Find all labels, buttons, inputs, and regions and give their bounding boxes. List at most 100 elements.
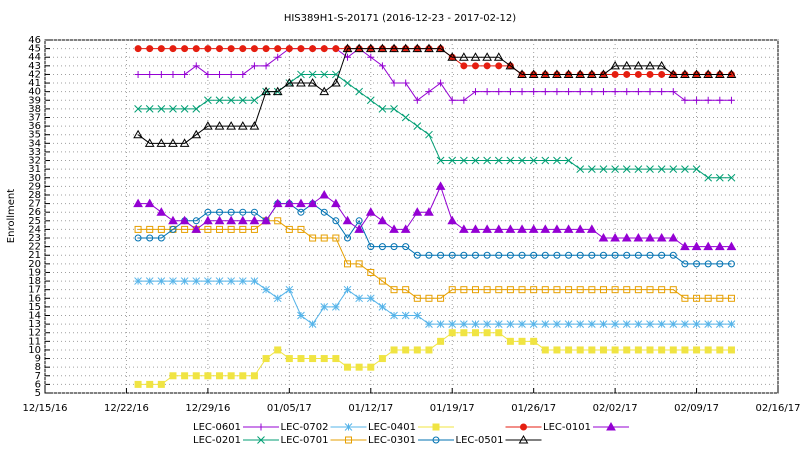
marker <box>565 251 573 259</box>
marker <box>344 53 352 61</box>
marker <box>564 156 573 165</box>
y-tick-label: 37 <box>28 112 41 123</box>
marker <box>413 294 421 302</box>
marker <box>424 207 434 216</box>
legend-label: LEC-0701 <box>281 435 329 446</box>
marker <box>216 208 224 216</box>
marker <box>378 243 386 251</box>
marker <box>633 233 644 242</box>
marker <box>216 372 224 380</box>
marker <box>634 286 642 294</box>
marker <box>621 60 632 70</box>
marker <box>168 215 178 225</box>
marker <box>192 62 200 70</box>
marker <box>179 215 190 225</box>
series <box>133 181 737 251</box>
marker <box>483 329 491 337</box>
y-tick-label: 23 <box>28 233 41 244</box>
y-tick-label: 18 <box>28 276 41 287</box>
legend-entry: LEC-0501 <box>456 434 542 446</box>
marker <box>390 79 398 87</box>
marker <box>401 113 410 122</box>
marker <box>483 62 491 70</box>
marker <box>553 286 561 294</box>
marker <box>448 251 456 259</box>
marker <box>563 69 574 78</box>
marker <box>239 45 247 53</box>
marker <box>320 208 328 216</box>
marker <box>181 372 189 380</box>
marker <box>681 320 689 328</box>
marker <box>308 320 317 328</box>
marker <box>588 346 596 354</box>
marker <box>227 372 235 380</box>
y-tick-label: 36 <box>28 121 41 132</box>
marker <box>308 70 317 79</box>
marker <box>344 260 352 268</box>
marker <box>658 346 666 354</box>
x-tick-label: 02/02/17 <box>593 403 638 414</box>
marker <box>586 69 597 78</box>
marker <box>262 285 270 294</box>
marker <box>633 60 644 70</box>
marker <box>703 241 714 251</box>
marker <box>157 70 165 78</box>
marker <box>250 45 258 53</box>
y-tick-label: 24 <box>28 224 41 235</box>
marker <box>634 88 642 96</box>
marker <box>658 251 666 259</box>
x-tick-label: 01/12/17 <box>348 403 393 414</box>
marker <box>599 346 607 354</box>
marker <box>145 105 154 113</box>
marker <box>144 198 155 208</box>
marker <box>588 286 596 294</box>
legend-label: LEC-0702 <box>281 422 329 433</box>
marker <box>716 260 724 268</box>
marker <box>192 45 200 53</box>
marker <box>541 88 549 96</box>
marker <box>576 320 585 328</box>
marker <box>658 286 666 294</box>
marker <box>646 286 654 294</box>
marker <box>530 286 538 294</box>
marker <box>319 86 330 96</box>
marker <box>495 286 503 294</box>
y-tick-label: 15 <box>28 302 41 313</box>
marker <box>611 88 619 96</box>
marker <box>307 78 318 87</box>
marker <box>133 198 143 208</box>
marker <box>716 294 724 302</box>
marker <box>146 45 154 53</box>
marker <box>239 208 247 216</box>
marker <box>296 78 306 87</box>
marker <box>344 363 352 371</box>
y-tick-label: 28 <box>28 190 41 201</box>
marker <box>192 105 201 113</box>
marker <box>518 156 526 165</box>
marker <box>377 215 388 225</box>
marker <box>634 70 642 78</box>
marker <box>530 88 538 96</box>
marker <box>366 96 375 105</box>
series <box>134 45 735 78</box>
marker <box>704 260 712 268</box>
marker <box>250 96 259 105</box>
marker <box>518 320 526 328</box>
marker <box>483 251 491 259</box>
marker <box>693 260 701 268</box>
marker <box>518 337 526 345</box>
marker <box>226 121 237 130</box>
y-tick-label: 29 <box>28 181 41 192</box>
legend-label: LEC-0301 <box>368 435 416 446</box>
marker <box>494 320 503 328</box>
legend-entry: LEC-0701 <box>281 435 367 446</box>
marker <box>320 234 328 242</box>
marker <box>599 165 608 173</box>
marker <box>309 355 317 363</box>
marker <box>588 88 596 96</box>
legend-label: LEC-0601 <box>193 422 241 433</box>
marker <box>727 320 736 328</box>
marker <box>716 96 724 104</box>
marker <box>332 234 340 242</box>
